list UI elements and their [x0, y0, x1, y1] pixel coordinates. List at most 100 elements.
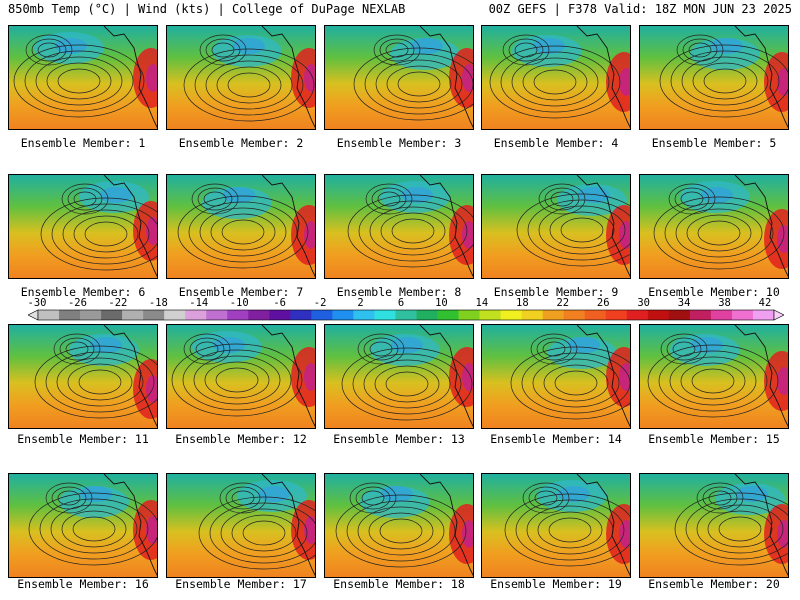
ensemble-map-panel	[8, 473, 158, 578]
colorbar-segment	[164, 310, 186, 320]
ensemble-map-panel	[639, 174, 789, 279]
colorbar-segment	[80, 310, 102, 320]
colorbar-segment	[143, 310, 165, 320]
colorbar-tick-label: 30	[637, 297, 650, 309]
colorbar-tick-label: -14	[189, 297, 209, 309]
temperature-map	[9, 325, 157, 428]
colorbar-min-arrow	[28, 309, 39, 321]
ensemble-member-label: Ensemble Member: 7	[178, 285, 304, 299]
colorbar-segment	[542, 310, 565, 320]
ensemble-map-panel	[639, 25, 789, 130]
colorbar-tick-label: -6	[273, 297, 286, 309]
colorbar-segment	[500, 310, 522, 320]
colorbar-segment	[584, 310, 607, 320]
colorbar-max-arrow	[773, 309, 784, 321]
colorbar-segment	[311, 310, 333, 320]
colorbar-segment	[395, 310, 417, 320]
ensemble-member-label: Ensemble Member: 18	[333, 577, 465, 591]
ensemble-member-label: Ensemble Member: 11	[17, 432, 149, 446]
map-title: 850mb Temp (°C) | Wind (kts) | College o…	[8, 2, 406, 16]
colorbar-segment	[731, 310, 754, 320]
ensemble-map-panel	[8, 25, 158, 130]
ensemble-member-label: Ensemble Member: 4	[493, 136, 619, 150]
temperature-map	[167, 175, 315, 278]
ensemble-member-label: Ensemble Member: 1	[20, 136, 146, 150]
temperature-map	[482, 474, 630, 577]
temperature-map	[640, 175, 788, 278]
colorbar-segment	[668, 310, 691, 320]
colorbar-segment	[563, 310, 586, 320]
ensemble-member-label: Ensemble Member: 16	[17, 577, 149, 591]
ensemble-map-panel	[324, 25, 474, 130]
ensemble-map-panel	[481, 473, 631, 578]
ensemble-member-label: Ensemble Member: 10	[648, 285, 780, 299]
temperature-map	[325, 26, 473, 129]
colorbar-segment	[122, 310, 144, 320]
colorbar-segment	[185, 310, 207, 320]
colorbar-segment	[710, 310, 733, 320]
temperature-map	[640, 325, 788, 428]
ensemble-map-panel	[481, 174, 631, 279]
ensemble-map-panel	[166, 25, 316, 130]
colorbar-segment	[479, 310, 501, 320]
ensemble-map-panel	[166, 324, 316, 429]
colorbar-tick-label: 34	[677, 297, 691, 309]
colorbar-segment	[752, 310, 775, 320]
ensemble-map-panel	[166, 473, 316, 578]
ensemble-member-label: Ensemble Member: 6	[20, 285, 146, 299]
ensemble-member-label: Ensemble Member: 2	[178, 136, 304, 150]
colorbar-tick-label: 18	[516, 297, 529, 309]
colorbar-tick-label: 14	[475, 297, 489, 309]
colorbar-segment	[458, 310, 480, 320]
colorbar-tick-label: -30	[27, 297, 47, 309]
colorbar-segment	[689, 310, 712, 320]
temperature-map	[167, 26, 315, 129]
colorbar-tick-label: -18	[148, 297, 168, 309]
colorbar-segment	[437, 310, 459, 320]
colorbar-tick-label: -2	[313, 297, 327, 309]
temperature-map	[325, 325, 473, 428]
colorbar-segment	[101, 310, 123, 320]
colorbar-segment	[206, 310, 228, 320]
ensemble-map-panel	[324, 174, 474, 279]
temperature-map	[9, 26, 157, 129]
temperature-map	[167, 325, 315, 428]
colorbar-tick-label: 26	[596, 297, 610, 309]
ensemble-member-label: Ensemble Member: 9	[493, 285, 619, 299]
temperature-map	[9, 175, 157, 278]
colorbar-tick-label: -26	[67, 297, 87, 309]
temperature-map	[482, 175, 630, 278]
ensemble-map-panel	[324, 473, 474, 578]
colorbar-tick-label: 2	[357, 297, 364, 309]
ensemble-map-panel	[166, 174, 316, 279]
ensemble-map-panel	[481, 25, 631, 130]
ensemble-member-label: Ensemble Member: 15	[648, 432, 780, 446]
ensemble-map-panel	[324, 324, 474, 429]
colorbar-tick-label: 22	[556, 297, 570, 309]
colorbar-segment	[521, 310, 543, 320]
ensemble-map-panel	[8, 174, 158, 279]
colorbar-tick-label: -22	[108, 297, 128, 309]
colorbar-segment	[374, 310, 396, 320]
ensemble-member-label: Ensemble Member: 12	[175, 432, 307, 446]
colorbar-tick-label: 6	[397, 297, 405, 309]
colorbar-segment	[248, 310, 270, 320]
model-run-info: 00Z GEFS | F378 Valid: 18Z MON JUN 23 20…	[488, 2, 792, 16]
temperature-map	[482, 325, 630, 428]
ensemble-member-label: Ensemble Member: 13	[333, 432, 465, 446]
ensemble-map-panel	[8, 324, 158, 429]
ensemble-map-panel	[639, 324, 789, 429]
ensemble-member-label: Ensemble Member: 8	[336, 285, 462, 299]
temperature-colorbar	[28, 309, 784, 321]
colorbar-segment	[38, 310, 60, 320]
colorbar-segment	[332, 310, 354, 320]
colorbar-segment	[269, 310, 291, 320]
temperature-map	[482, 26, 630, 129]
temperature-map	[167, 474, 315, 577]
ensemble-map-panel	[639, 473, 789, 578]
ensemble-member-label: Ensemble Member: 17	[175, 577, 307, 591]
temperature-map	[325, 474, 473, 577]
colorbar-tick-label: 38	[718, 297, 731, 309]
temperature-map	[9, 474, 157, 577]
colorbar-segment	[353, 310, 375, 320]
